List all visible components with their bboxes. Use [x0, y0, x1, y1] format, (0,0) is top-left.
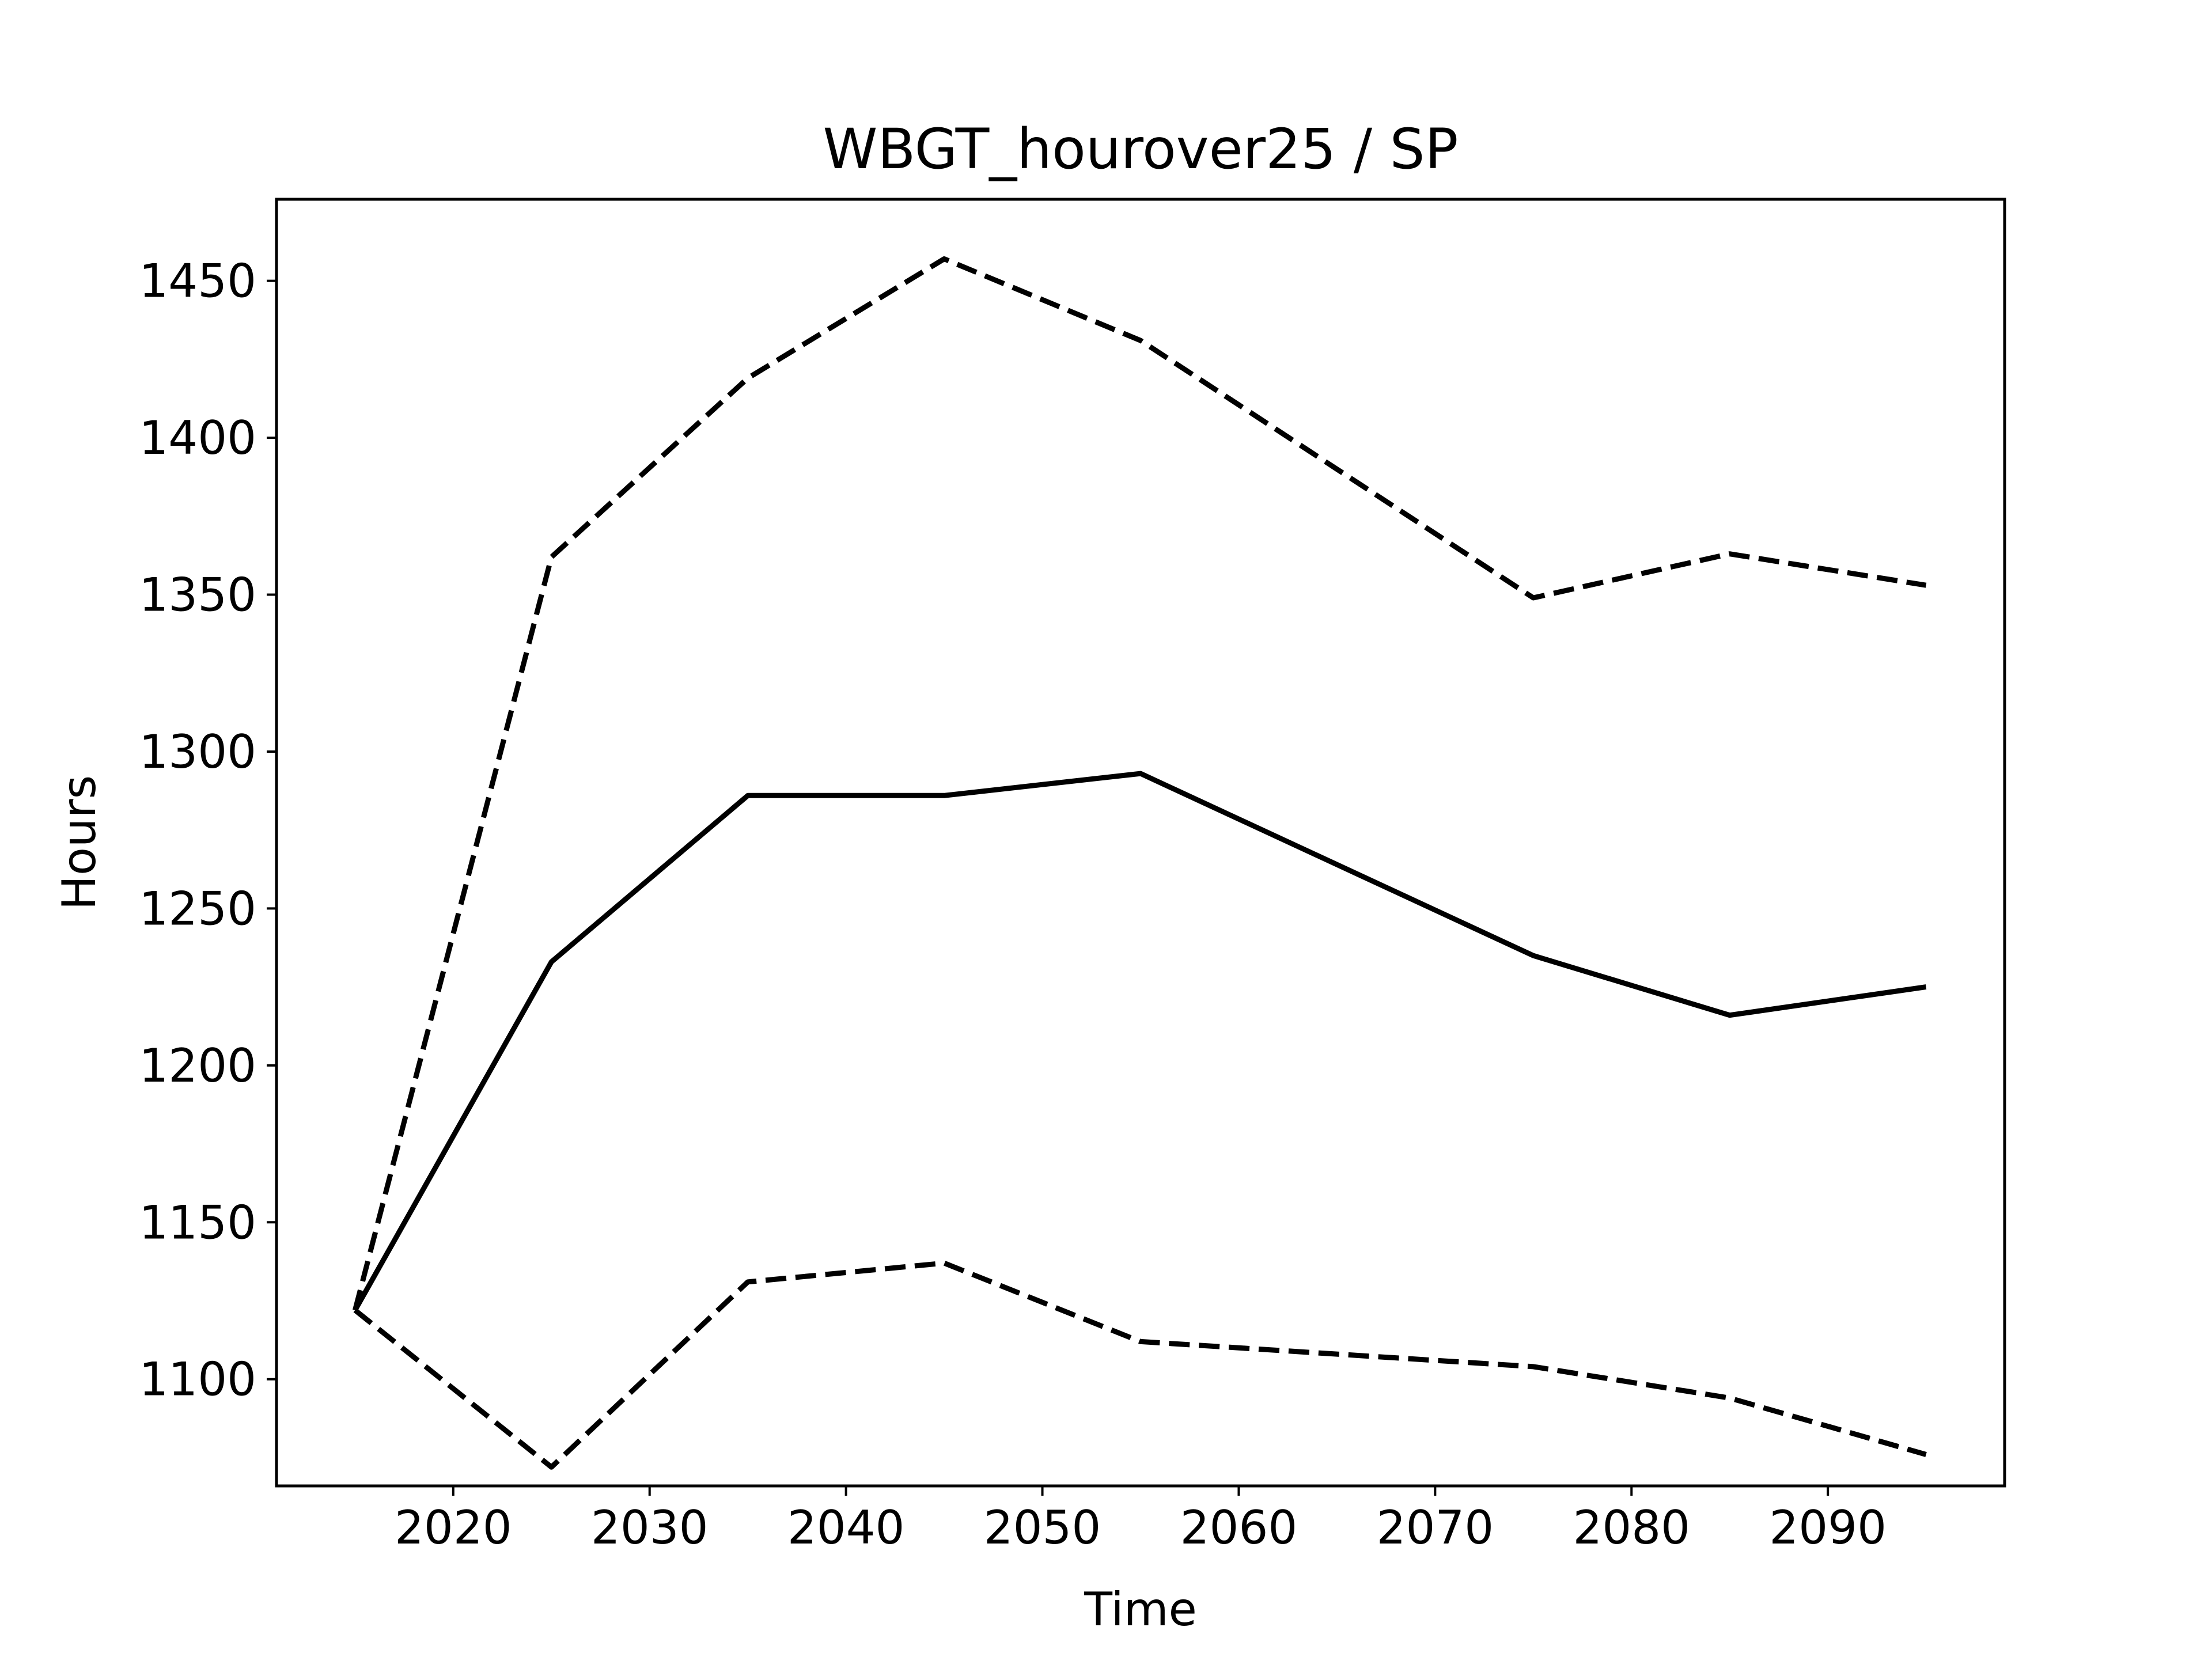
x-tick-label: 2020 [395, 1501, 512, 1554]
y-tick-label: 1400 [139, 411, 256, 465]
x-axis-label: Time [1084, 1583, 1197, 1636]
y-axis: 1100 1150 1200 1250 1300 1350 1400 1450 [139, 255, 276, 1406]
series-line-3 [353, 1260, 1927, 1470]
y-tick-label: 1450 [139, 255, 256, 308]
y-axis-label: Hours [52, 775, 106, 910]
plot-area-frame [275, 198, 2006, 1488]
y-tick-label: 1150 [139, 1196, 256, 1249]
y-tick-label: 1200 [139, 1039, 256, 1093]
series-line-1 [353, 771, 1927, 1312]
x-tick-label: 2060 [1180, 1501, 1298, 1554]
y-tick-label: 1250 [139, 882, 256, 935]
y-tick-label: 1350 [139, 568, 256, 622]
x-axis: 2020 2030 2040 2050 2060 2070 2080 2090 [395, 1486, 1887, 1554]
x-tick-label: 2080 [1573, 1501, 1690, 1554]
series-layer [353, 256, 1927, 1470]
x-tick-label: 2090 [1769, 1501, 1887, 1554]
chart-title: WBGT_hourover25 / SP [823, 117, 1459, 181]
x-tick-label: 2040 [787, 1501, 905, 1554]
x-tick-label: 2050 [984, 1501, 1101, 1554]
series-line-2 [353, 256, 1927, 1311]
x-tick-label: 2070 [1377, 1501, 1494, 1554]
x-tick-label: 2030 [591, 1501, 709, 1554]
y-tick-label: 1100 [139, 1353, 256, 1406]
y-tick-label: 1300 [139, 725, 256, 779]
